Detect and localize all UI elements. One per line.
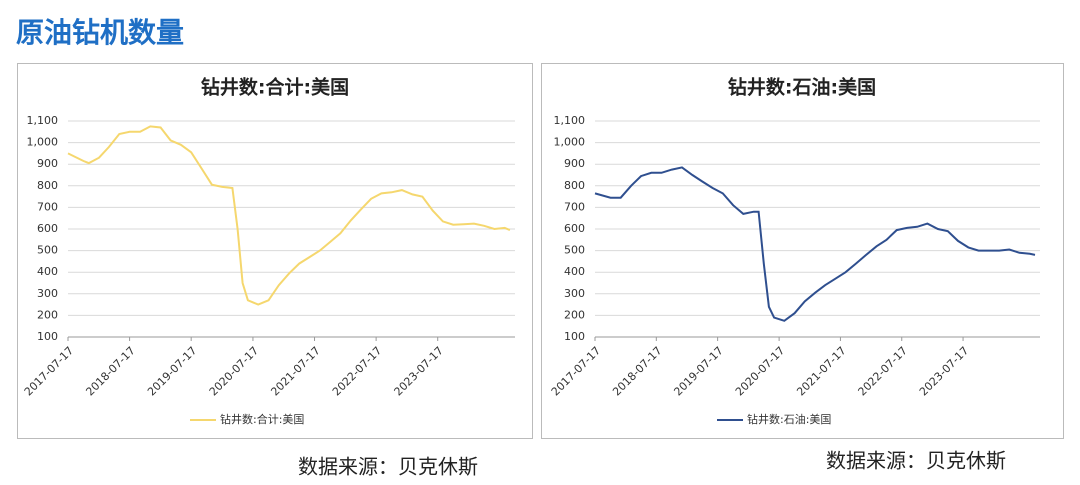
x-tick-label: 2020-07-17 — [207, 344, 261, 398]
source: 数据来源：贝克休斯 — [298, 455, 478, 479]
data-line — [67, 125, 511, 306]
panel — [541, 63, 1064, 439]
chart-title: 钻井数:石油:美国 — [728, 76, 876, 99]
data-line — [594, 166, 1036, 322]
x-tick-label: 2019-07-17 — [671, 344, 725, 398]
y-tick-label: 600 — [37, 222, 58, 235]
y-tick-label: 1,000 — [27, 136, 59, 149]
panel — [17, 63, 533, 439]
y-tick-label: 1,100 — [27, 114, 59, 127]
y-tick-label: 800 — [564, 179, 585, 192]
x-tick-label: 2021-07-17 — [794, 344, 848, 398]
y-tick-label: 700 — [37, 200, 58, 213]
y-tick-label: 600 — [564, 222, 585, 235]
legend-label: 钻井数:合计:美国 — [220, 412, 304, 426]
x-tick-label: 2018-07-17 — [83, 344, 137, 398]
x-tick-label: 2017-07-17 — [22, 344, 76, 398]
page-title: 原油钻机数量 — [16, 16, 184, 49]
y-tick-label: 700 — [564, 200, 585, 213]
y-tick-label: 100 — [37, 330, 58, 343]
x-tick-label: 2017-07-17 — [549, 344, 603, 398]
y-tick-label: 200 — [37, 308, 58, 321]
y-tick-label: 900 — [564, 157, 585, 170]
y-tick-label: 900 — [37, 157, 58, 170]
x-tick-label: 2023-07-17 — [917, 344, 971, 398]
y-tick-label: 800 — [37, 179, 58, 192]
y-tick-label: 400 — [37, 265, 58, 278]
y-tick-label: 400 — [564, 265, 585, 278]
y-tick-label: 300 — [564, 287, 585, 300]
x-tick-label: 2021-07-17 — [268, 344, 322, 398]
x-tick-label: 2019-07-17 — [145, 344, 199, 398]
x-tick-label: 2018-07-17 — [610, 344, 664, 398]
x-tick-label: 2022-07-17 — [330, 344, 384, 398]
y-tick-label: 1,000 — [554, 136, 586, 149]
x-tick-label: 2023-07-17 — [392, 344, 446, 398]
y-tick-label: 300 — [37, 287, 58, 300]
legend-label: 钻井数:石油:美国 — [747, 412, 831, 426]
y-tick-label: 200 — [564, 308, 585, 321]
y-tick-label: 100 — [564, 330, 585, 343]
x-tick-label: 2022-07-17 — [856, 344, 910, 398]
y-tick-label: 500 — [564, 244, 585, 257]
x-tick-label: 2020-07-17 — [733, 344, 787, 398]
y-tick-label: 1,100 — [554, 114, 586, 127]
y-tick-label: 500 — [37, 244, 58, 257]
source: 数据来源：贝克休斯 — [826, 449, 1006, 473]
chart-title: 钻井数:合计:美国 — [201, 76, 349, 99]
